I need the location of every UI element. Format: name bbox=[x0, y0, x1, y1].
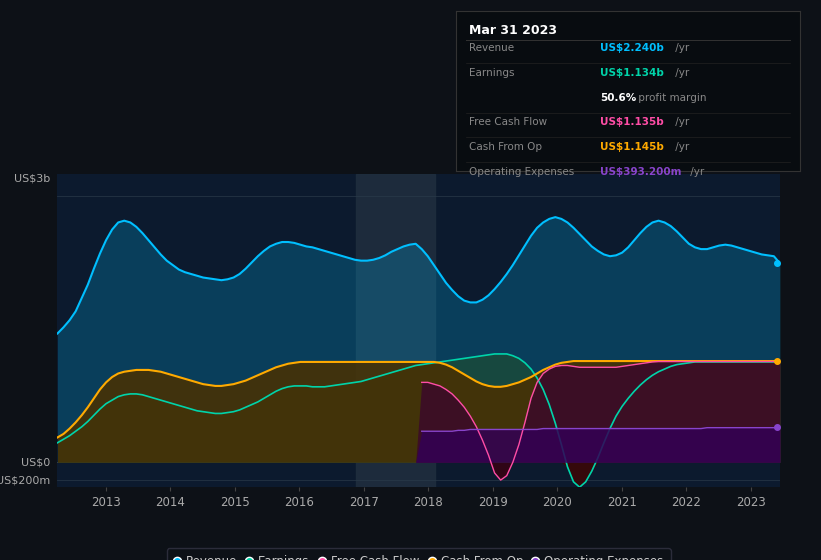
Text: US$0: US$0 bbox=[21, 458, 50, 468]
Text: Operating Expenses: Operating Expenses bbox=[470, 167, 575, 177]
Text: US$2.240b: US$2.240b bbox=[600, 43, 664, 53]
Text: US$393.200m: US$393.200m bbox=[600, 167, 682, 177]
Text: profit margin: profit margin bbox=[635, 92, 706, 102]
Text: /yr: /yr bbox=[672, 118, 690, 127]
Text: US$1.145b: US$1.145b bbox=[600, 142, 664, 152]
Text: -US$200m: -US$200m bbox=[0, 475, 50, 485]
Text: Cash From Op: Cash From Op bbox=[470, 142, 543, 152]
Text: US$3b: US$3b bbox=[14, 174, 50, 184]
Text: Revenue: Revenue bbox=[470, 43, 515, 53]
Text: Earnings: Earnings bbox=[470, 68, 515, 78]
Text: /yr: /yr bbox=[687, 167, 704, 177]
Text: Mar 31 2023: Mar 31 2023 bbox=[470, 24, 557, 37]
Text: /yr: /yr bbox=[672, 142, 690, 152]
Text: US$1.135b: US$1.135b bbox=[600, 118, 664, 127]
Legend: Revenue, Earnings, Free Cash Flow, Cash From Op, Operating Expenses: Revenue, Earnings, Free Cash Flow, Cash … bbox=[167, 548, 671, 560]
Text: /yr: /yr bbox=[672, 68, 690, 78]
Text: Free Cash Flow: Free Cash Flow bbox=[470, 118, 548, 127]
Text: /yr: /yr bbox=[672, 43, 690, 53]
Bar bbox=[356, 174, 435, 487]
Text: US$1.134b: US$1.134b bbox=[600, 68, 664, 78]
Text: 50.6%: 50.6% bbox=[600, 92, 637, 102]
